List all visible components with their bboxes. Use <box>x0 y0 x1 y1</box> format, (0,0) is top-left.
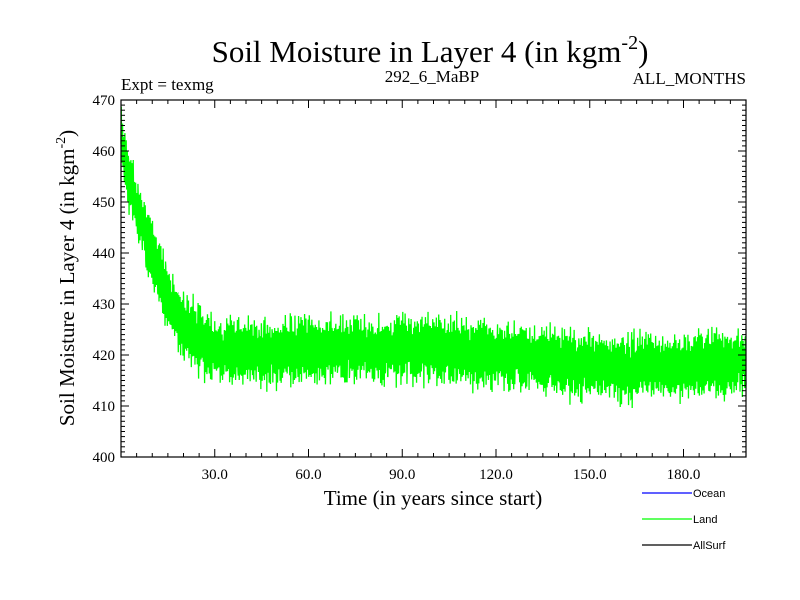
x-tick-label: 60.0 <box>295 467 321 483</box>
plot-area: 400 410 420 430 440 450 460 470 30.0 60.0 90.0 120.… <box>93 93 747 483</box>
legend-label-ocean: Ocean <box>693 488 725 500</box>
legend-label-allsurf: AllSurf <box>693 540 726 552</box>
y-tick-label: 430 <box>93 297 116 313</box>
experiment-label: Expt = texmg <box>121 75 214 94</box>
y-tick-label: 450 <box>93 195 116 211</box>
x-tick-label: 90.0 <box>389 467 415 483</box>
x-tick-label: 180.0 <box>667 467 701 483</box>
legend-label-land: Land <box>693 514 717 526</box>
y-tick-label: 440 <box>93 246 116 262</box>
x-tick-label: 30.0 <box>202 467 228 483</box>
x-tick-label: 120.0 <box>479 467 513 483</box>
series-line-land <box>120 106 747 408</box>
y-tick-label: 420 <box>93 348 116 364</box>
months-label: ALL_MONTHS <box>633 69 746 88</box>
legend: Ocean Land AllSurf <box>642 488 726 552</box>
chart-title: Soil Moisture in Layer 4 (in kgm-2) <box>212 32 649 69</box>
y-tick-label: 400 <box>93 450 116 466</box>
y-tick-label: 470 <box>93 93 116 109</box>
period-label: 292_6_MaBP <box>385 67 479 86</box>
x-axis-label: Time (in years since start) <box>324 486 543 510</box>
y-axis-label: Soil Moisture in Layer 4 (in kgm-2) <box>54 130 79 426</box>
x-tick-label: 150.0 <box>573 467 607 483</box>
y-tick-label: 460 <box>93 144 116 160</box>
plot-frame <box>120 99 747 458</box>
y-tick-label: 410 <box>93 399 116 415</box>
